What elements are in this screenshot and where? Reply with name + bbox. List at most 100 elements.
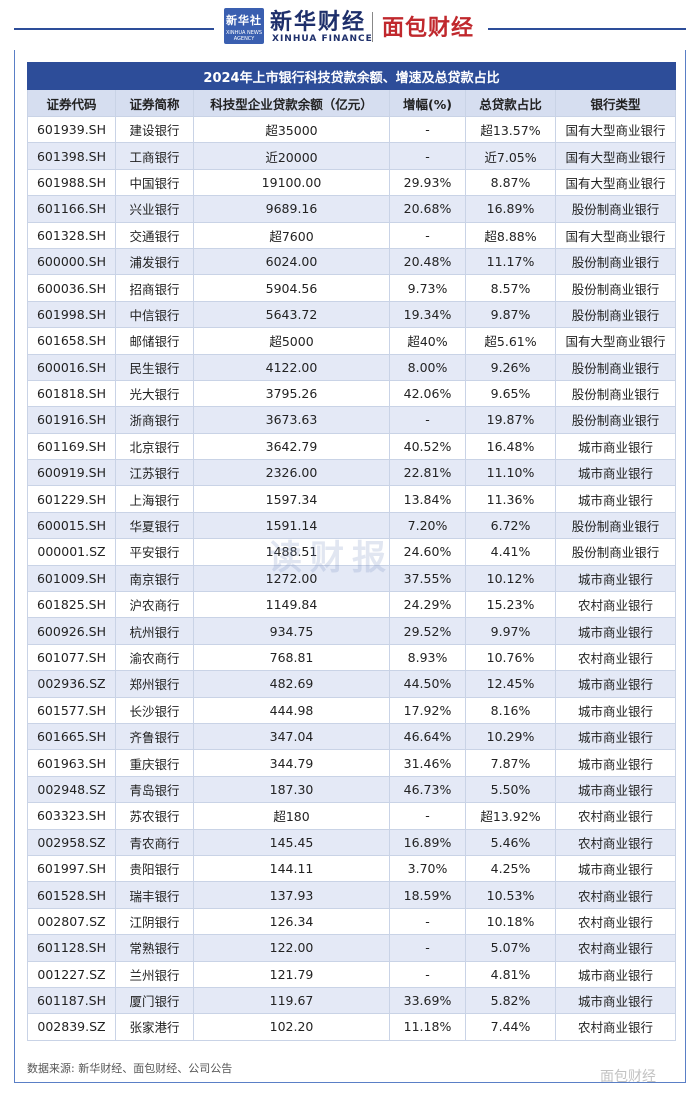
table-cell: 10.18% [465,907,556,936]
table-cell: 601658.SH [27,327,116,355]
table-cell: 杭州银行 [115,617,194,645]
table-cell: 601169.SH [27,432,116,461]
table-cell: 股份制商业银行 [555,195,676,223]
table-cell: 农村商业银行 [555,828,676,856]
table-cell: 601988.SH [27,168,116,197]
table-row: 002936.SZ 郑州银行 482.69 44.50% 12.45% 城市商业银行 [27,670,676,698]
table-cell: 8.93% [389,643,466,672]
column-header: 证券简称 [115,89,194,117]
table-cell: 9.97% [465,617,556,645]
table-cell: 超13.57% [465,115,556,144]
table-row: 601916.SH 浙商银行 3673.63-19.87% 股份制商业银行 [27,406,676,434]
table-cell: 建设银行 [115,115,194,144]
table-cell: 股份制商业银行 [555,511,676,540]
column-header: 增幅(%) [389,89,466,117]
table-cell: 601939.SH [27,115,116,144]
table-cell: 城市商业银行 [555,459,676,487]
table-cell: 601187.SH [27,986,116,1015]
xinhua-finance-en: XINHUA FINANCE [272,34,373,44]
table-cell: 600926.SH [27,617,116,645]
table-row: 601128.SH 常熟银行 122.00-5.07% 农村商业银行 [27,934,676,962]
loan-table: 2024年上市银行科技贷款余额、增速及总贷款占比 证券代码 证券简称 科技型企业贷款… [27,62,676,1041]
table-cell: 兴业银行 [115,195,194,223]
table-row: 601658.SH 邮储银行 超5000 超40% 超5.61% 国有大型商业银行 [27,327,676,355]
table-row: 600000.SH 浦发银行 6024.00 20.48% 11.17% 股份制商业银行 [27,247,676,276]
table-cell: 超5000 [193,327,390,355]
table-cell: 1272.00 [193,564,390,593]
table-cell: 农村商业银行 [555,907,676,936]
table-cell: 20.48% [389,247,466,276]
table-cell: 600016.SH [27,353,116,381]
table-cell: 601166.SH [27,195,116,223]
table-cell: 000001.SZ [27,538,116,566]
table-cell: 601825.SH [27,591,116,619]
table-cell: 11.10% [465,459,556,487]
table-cell: 瑞丰银行 [115,881,194,909]
xinhua-logo-text: 新华社 [226,14,262,27]
table-cell: 10.29% [465,722,556,751]
mianbao-finance-logo: 面包财经 [382,16,475,41]
table-cell: 603323.SH [27,802,116,830]
table-cell: 37.55% [389,564,466,593]
table-cell: 126.34 [193,907,390,936]
table-cell: 农村商业银行 [555,1013,676,1041]
table-cell: 8.00% [389,353,466,381]
table-cell: 601818.SH [27,379,116,408]
table-cell: 13.84% [389,485,466,513]
table-cell: 3795.26 [193,379,390,408]
table-cell: 常熟银行 [115,934,194,962]
table-cell: 贵阳银行 [115,854,194,883]
table-cell: - [389,960,466,988]
table-cell: 10.53% [465,881,556,909]
table-row: 601169.SH 北京银行 3642.79 40.52% 16.48% 城市商业银行 [27,432,676,461]
data-source-note: 数据来源: 新华财经、面包财经、公司公告 [27,1062,233,1075]
table-cell: 600015.SH [27,511,116,540]
table-cell: 重庆银行 [115,749,194,777]
table-cell: 城市商业银行 [555,617,676,645]
table-row: 600015.SH 华夏银行 1591.14 7.20% 6.72% 股份制商业银行 [27,511,676,540]
table-cell: 10.12% [465,564,556,593]
xinhua-finance-logo: 新华财经 [270,9,367,35]
table-cell: 江苏银行 [115,459,194,487]
table-cell: 9.65% [465,379,556,408]
table-cell: 24.60% [389,538,466,566]
table-cell: 城市商业银行 [555,960,676,988]
table-cell: 19.87% [465,406,556,434]
table-cell: 超13.92% [465,802,556,830]
table-cell: 8.87% [465,168,556,197]
table-cell: 国有大型商业银行 [555,115,676,144]
table-cell: 40.52% [389,432,466,461]
table-cell: 城市商业银行 [555,749,676,777]
table-cell: 7.20% [389,511,466,540]
table-cell: 347.04 [193,722,390,751]
table-cell: 144.11 [193,854,390,883]
table-cell: 11.36% [465,485,556,513]
table-cell: 9.73% [389,274,466,302]
table-row: 603323.SH 苏农银行 超180- 超13.92% 农村商业银行 [27,802,676,830]
table-cell: 31.46% [389,749,466,777]
table-cell: 121.79 [193,960,390,988]
table-cell: 15.23% [465,591,556,619]
table-cell: 中信银行 [115,300,194,329]
table-cell: 南京银行 [115,564,194,593]
table-cell: 4122.00 [193,353,390,381]
table-cell: 601077.SH [27,643,116,672]
table-cell: 119.67 [193,986,390,1015]
table-cell: - [389,115,466,144]
table-cell: 光大银行 [115,379,194,408]
table-cell: 超8.88% [465,221,556,249]
table-cell: 46.73% [389,775,466,804]
table-row: 601998.SH 中信银行 5643.72 19.34% 9.87% 股份制商业银行 [27,300,676,329]
table-cell: 145.45 [193,828,390,856]
table-cell: 农村商业银行 [555,934,676,962]
table-cell: 厦门银行 [115,986,194,1015]
table-cell: 齐鲁银行 [115,722,194,751]
table-cell: 国有大型商业银行 [555,221,676,249]
table-cell: 股份制商业银行 [555,379,676,408]
content-frame [14,50,686,1083]
table-cell: 002948.SZ [27,775,116,804]
table-cell: 招商银行 [115,274,194,302]
table-cell: 3.70% [389,854,466,883]
table-row: 601997.SH 贵阳银行 144.11 3.70% 4.25% 城市商业银行 [27,854,676,883]
table-cell: 浙商银行 [115,406,194,434]
